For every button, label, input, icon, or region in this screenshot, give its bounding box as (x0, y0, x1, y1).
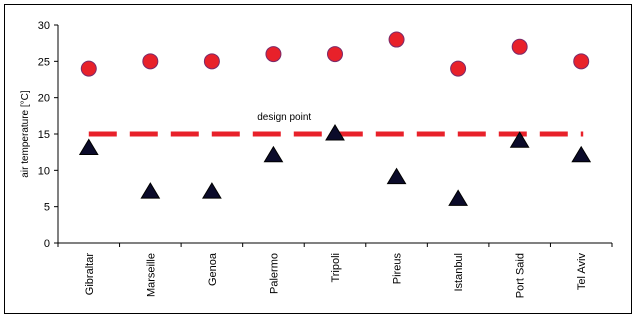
circle-point (573, 53, 590, 70)
triangle-point (571, 145, 592, 163)
category-label: Pireus (392, 253, 404, 285)
y-tick-label: 20 (38, 93, 50, 105)
chart-frame (4, 4, 632, 314)
design-point-label: design point (257, 112, 311, 123)
y-tick-label: 0 (44, 238, 50, 250)
category-label: Tel Aviv (576, 253, 588, 291)
triangle-point (448, 189, 468, 206)
circle-point (327, 46, 343, 63)
category-label: Genoa (207, 252, 219, 286)
triangle-point (263, 145, 284, 163)
category-label: Marseille (145, 253, 157, 297)
triangle-point (202, 182, 222, 199)
category-label: Palermo (268, 253, 280, 294)
circle-point (450, 60, 467, 77)
triangle-point (78, 138, 99, 156)
axes (54, 24, 613, 247)
circle-point (265, 46, 282, 63)
circle-point (203, 53, 220, 70)
triangle-point (509, 131, 530, 148)
category-label: Gibraltar (84, 253, 96, 296)
triangle-point (325, 124, 345, 141)
y-tick-label: 5 (44, 202, 50, 214)
y-axis-title: air temperature [°C] (20, 90, 31, 178)
circle-point (511, 38, 528, 55)
circle-point (142, 53, 159, 70)
y-tick-label: 30 (38, 20, 50, 32)
category-label: Port Said (515, 253, 527, 298)
circle-point (80, 60, 97, 77)
category-label: Tripoli (330, 253, 342, 283)
category-label: Istanbul (453, 253, 465, 292)
data-markers (78, 31, 592, 206)
axis-labels: 0 5 10 15 20 25 30 Gibraltar Marseille Genoa Paler… (20, 20, 588, 298)
triangle-point (386, 167, 407, 185)
y-tick-label: 15 (38, 129, 50, 141)
triangle-point (140, 182, 161, 199)
circle-point (388, 31, 405, 48)
y-tick-label: 25 (38, 56, 50, 68)
y-tick-label: 10 (38, 165, 50, 177)
